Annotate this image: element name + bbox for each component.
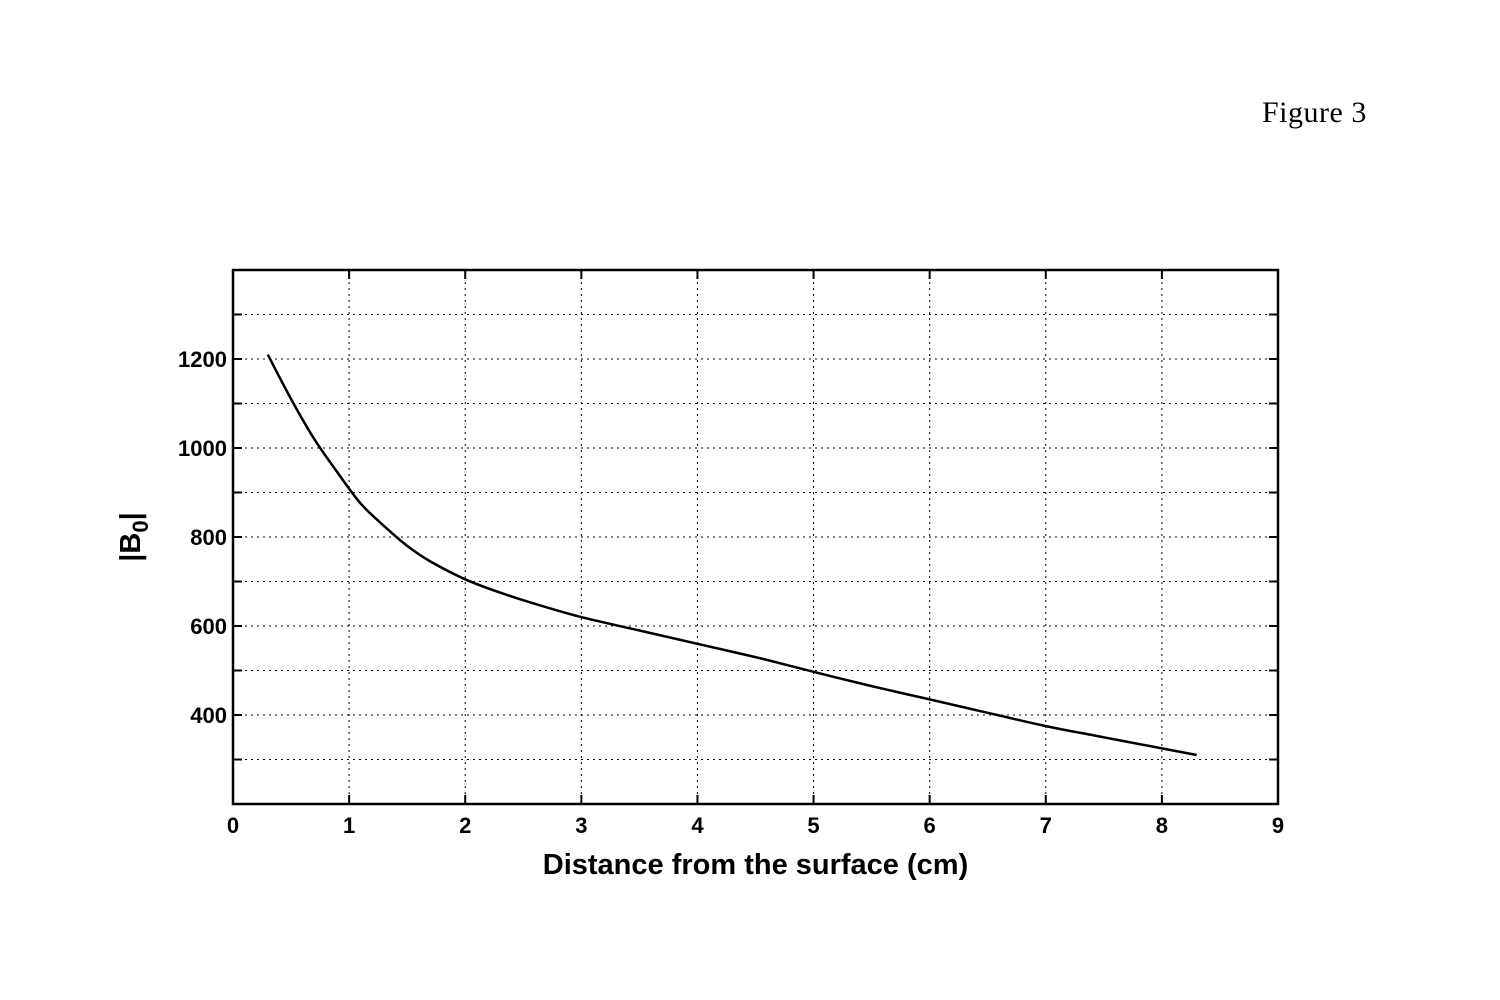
y-axis-title-suffix: |	[115, 512, 147, 520]
grid-layer	[233, 270, 1278, 804]
x-axis-title: Distance from the surface (cm)	[543, 849, 968, 881]
x-tick-label: 8	[1156, 813, 1168, 838]
x-tick-label: 9	[1272, 813, 1284, 838]
x-tick-label: 5	[807, 813, 819, 838]
y-axis-title-subscript: 0	[128, 520, 153, 532]
series-line	[266, 354, 1197, 757]
x-tick-label: 1	[343, 813, 355, 838]
x-tick-label: 6	[924, 813, 936, 838]
x-tick-label: 3	[575, 813, 587, 838]
y-tick-label: 1200	[178, 347, 227, 372]
x-tick-label: 7	[1040, 813, 1052, 838]
x-tick-label: 0	[227, 813, 239, 838]
y-tick-label: 800	[190, 525, 227, 550]
y-tick-label: 400	[190, 703, 227, 728]
figure-label: Figure 3	[1262, 96, 1367, 129]
tick-labels: 0 1 2 3 4 5 6 7 8 9 400 600 800 1000 1200	[178, 347, 1284, 838]
y-axis-title-main: |B	[115, 533, 147, 562]
plot-frame	[231, 268, 1280, 806]
y-axis-title: |B0|	[115, 512, 153, 561]
x-tick-label: 2	[459, 813, 471, 838]
x-tick-label: 4	[691, 813, 704, 838]
y-tick-label: 600	[190, 614, 227, 639]
y-tick-label: 1000	[178, 436, 227, 461]
